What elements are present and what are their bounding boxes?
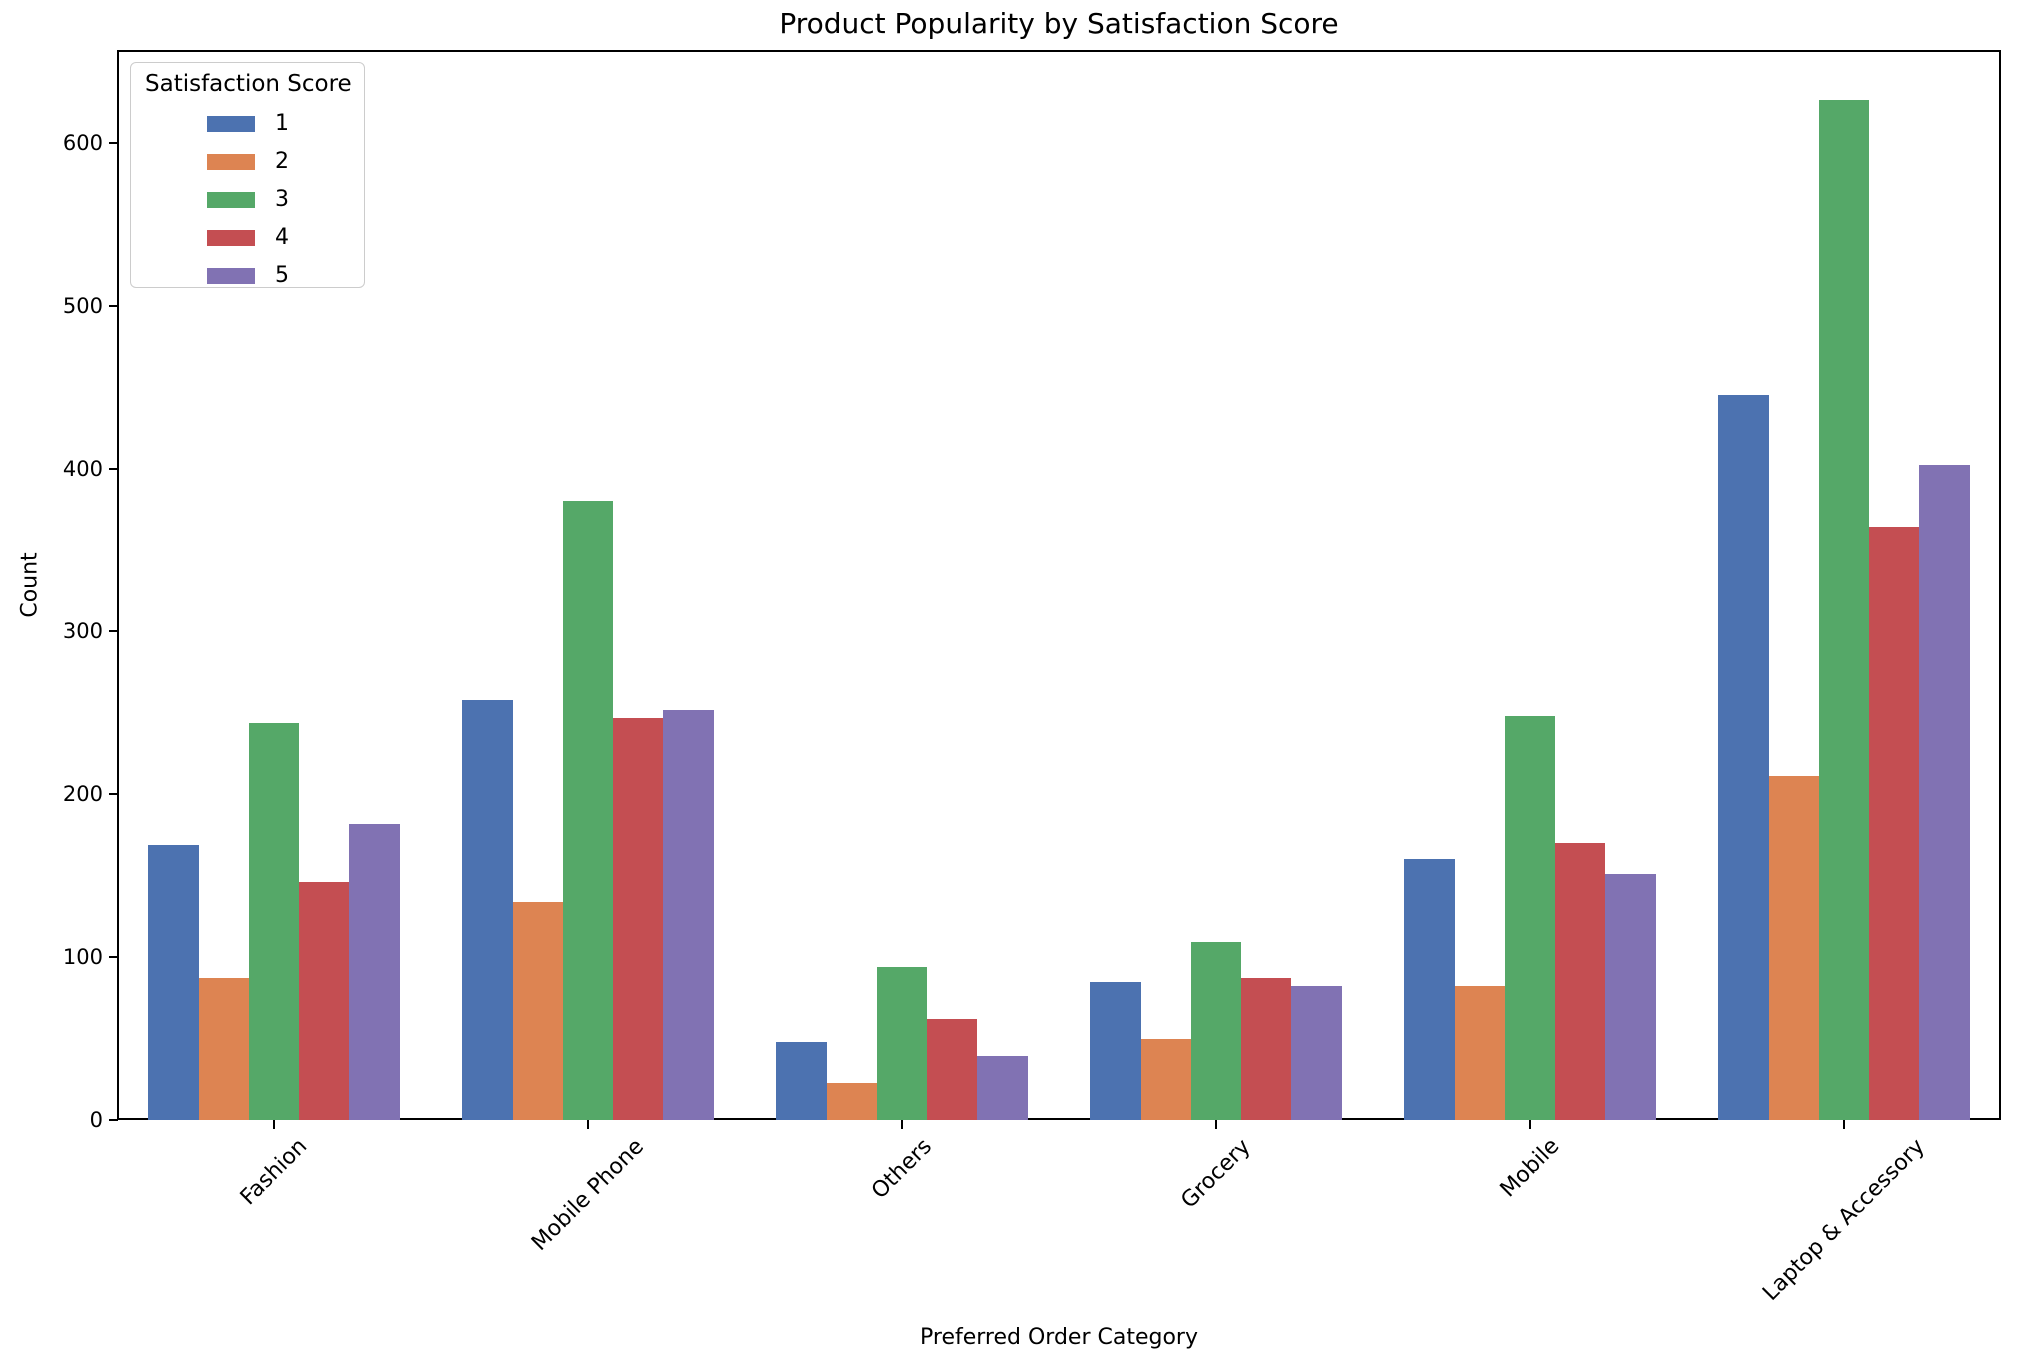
legend-entry-2: 2 xyxy=(131,143,364,181)
bar-fashion-score-2 xyxy=(198,978,249,1120)
legend-entry-5: 5 xyxy=(131,257,364,295)
y-tick-label: 100 xyxy=(62,945,103,970)
bar-others-score-3 xyxy=(876,966,928,1120)
x-tick-mark xyxy=(1215,1120,1217,1129)
bar-mobile-phone-score-3 xyxy=(562,501,614,1120)
bar-grocery-score-2 xyxy=(1140,1038,1191,1120)
x-tick-mark xyxy=(587,1120,589,1129)
legend-entry-label: 5 xyxy=(275,263,289,288)
bar-others-score-2 xyxy=(826,1082,877,1120)
plot-area xyxy=(117,50,2001,1120)
y-tick-label: 500 xyxy=(62,293,103,318)
bar-others-score-1 xyxy=(776,1041,827,1120)
y-tick-label: 200 xyxy=(62,782,103,807)
x-tick-label: Mobile Phone xyxy=(527,1133,649,1256)
legend-entry-3: 3 xyxy=(131,181,364,219)
x-tick-label: Fashion xyxy=(235,1133,313,1211)
legend-swatch xyxy=(207,192,255,208)
bar-grocery-score-1 xyxy=(1090,981,1141,1120)
legend-swatch xyxy=(207,230,255,246)
legend-box: Satisfaction Score 1 2 3 4 5 xyxy=(130,62,365,288)
bar-mobile-score-3 xyxy=(1504,716,1556,1120)
bar-mobile-score-5 xyxy=(1605,874,1656,1120)
bar-fashion-score-4 xyxy=(299,882,350,1120)
x-tick-mark xyxy=(901,1120,903,1129)
bar-mobile-score-1 xyxy=(1404,859,1455,1120)
y-tick-label: 400 xyxy=(62,456,103,481)
bar-mobile-phone-score-5 xyxy=(663,709,714,1120)
chart-title: Product Popularity by Satisfaction Score xyxy=(779,7,1339,40)
bar-grocery-score-4 xyxy=(1241,978,1292,1120)
x-tick-mark xyxy=(273,1120,275,1129)
y-tick-mark xyxy=(109,793,118,796)
legend-entry-4: 4 xyxy=(131,219,364,257)
x-tick-mark xyxy=(1843,1120,1845,1129)
legend-swatch xyxy=(207,116,255,132)
bar-laptop-accessory-score-2 xyxy=(1768,776,1819,1120)
bar-fashion-score-5 xyxy=(349,823,400,1120)
x-tick-label: Laptop & Accessory xyxy=(1758,1134,1930,1306)
bar-mobile-score-4 xyxy=(1555,843,1606,1120)
y-tick-mark xyxy=(109,141,118,144)
y-tick-label: 300 xyxy=(62,619,103,644)
legend-entry-label: 1 xyxy=(275,111,289,136)
bar-mobile-phone-score-1 xyxy=(462,699,513,1120)
bar-laptop-accessory-score-4 xyxy=(1869,527,1920,1120)
y-tick-mark xyxy=(109,1119,118,1121)
x-tick-label: Mobile xyxy=(1495,1133,1565,1203)
legend-title: Satisfaction Score xyxy=(145,71,352,97)
legend-swatch xyxy=(207,154,255,170)
bar-grocery-score-3 xyxy=(1190,942,1242,1120)
x-tick-label: Grocery xyxy=(1176,1134,1256,1214)
legend-swatch xyxy=(207,268,255,284)
legend-entry-1: 1 xyxy=(131,105,364,143)
x-tick-label: Others xyxy=(867,1134,937,1204)
bar-laptop-accessory-score-5 xyxy=(1919,465,1970,1120)
bar-laptop-accessory-score-3 xyxy=(1818,100,1870,1120)
legend-entry-label: 3 xyxy=(275,187,289,212)
y-tick-mark xyxy=(109,304,118,307)
y-tick-label: 0 xyxy=(89,1108,103,1132)
y-tick-mark xyxy=(109,467,118,470)
y-tick-mark xyxy=(109,956,118,959)
legend-entry-label: 2 xyxy=(275,149,289,174)
y-tick-label: 600 xyxy=(62,130,103,155)
bar-others-score-5 xyxy=(977,1056,1028,1120)
y-tick-mark xyxy=(109,630,118,633)
bar-others-score-4 xyxy=(927,1019,978,1120)
bar-mobile-score-2 xyxy=(1454,986,1505,1120)
x-axis-label: Preferred Order Category xyxy=(920,1325,1198,1350)
bar-laptop-accessory-score-1 xyxy=(1718,395,1769,1120)
bar-fashion-score-3 xyxy=(248,722,300,1120)
y-axis-label: Count xyxy=(17,552,43,618)
bar-mobile-phone-score-4 xyxy=(613,717,664,1120)
x-tick-mark xyxy=(1529,1120,1531,1129)
legend-entry-label: 4 xyxy=(275,225,289,250)
bar-grocery-score-5 xyxy=(1291,986,1342,1120)
bar-fashion-score-1 xyxy=(148,844,199,1120)
bar-mobile-phone-score-2 xyxy=(512,901,563,1120)
